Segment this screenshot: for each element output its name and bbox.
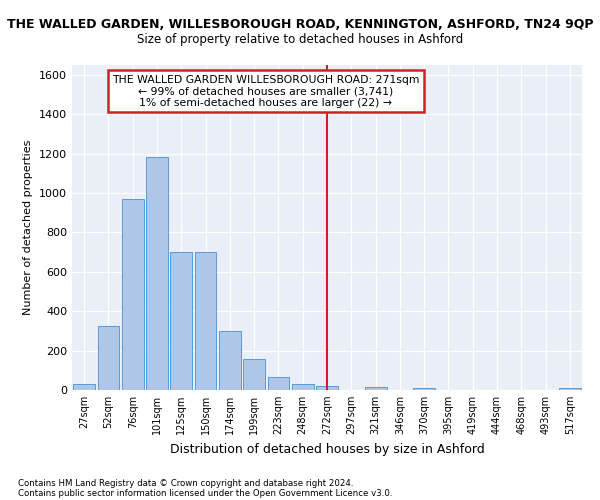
Bar (268, 377, 289, 390)
Text: Contains HM Land Registry data © Crown copyright and database right 2024.: Contains HM Land Registry data © Crown c… (18, 478, 353, 488)
Bar (413, 388, 435, 390)
Text: Size of property relative to detached houses in Ashford: Size of property relative to detached ho… (137, 32, 463, 46)
Y-axis label: Number of detached properties: Number of detached properties (23, 140, 34, 315)
Bar (365, 387, 386, 390)
Bar (194, 252, 217, 390)
Text: Contains public sector information licensed under the Open Government Licence v3: Contains public sector information licen… (18, 488, 392, 498)
Bar (559, 388, 581, 390)
Text: THE WALLED GARDEN WILLESBOROUGH ROAD: 271sqm
← 99% of detached houses are smalle: THE WALLED GARDEN WILLESBOROUGH ROAD: 27… (112, 74, 419, 108)
Bar (219, 331, 241, 390)
Bar (292, 384, 314, 390)
Bar (146, 156, 168, 390)
Bar (170, 252, 192, 390)
Bar (122, 200, 143, 390)
Bar (97, 326, 119, 390)
X-axis label: Distribution of detached houses by size in Ashford: Distribution of detached houses by size … (170, 442, 484, 456)
Bar (73, 384, 95, 390)
Bar (243, 360, 265, 390)
Text: THE WALLED GARDEN, WILLESBOROUGH ROAD, KENNINGTON, ASHFORD, TN24 9QP: THE WALLED GARDEN, WILLESBOROUGH ROAD, K… (7, 18, 593, 30)
Bar (316, 386, 338, 390)
